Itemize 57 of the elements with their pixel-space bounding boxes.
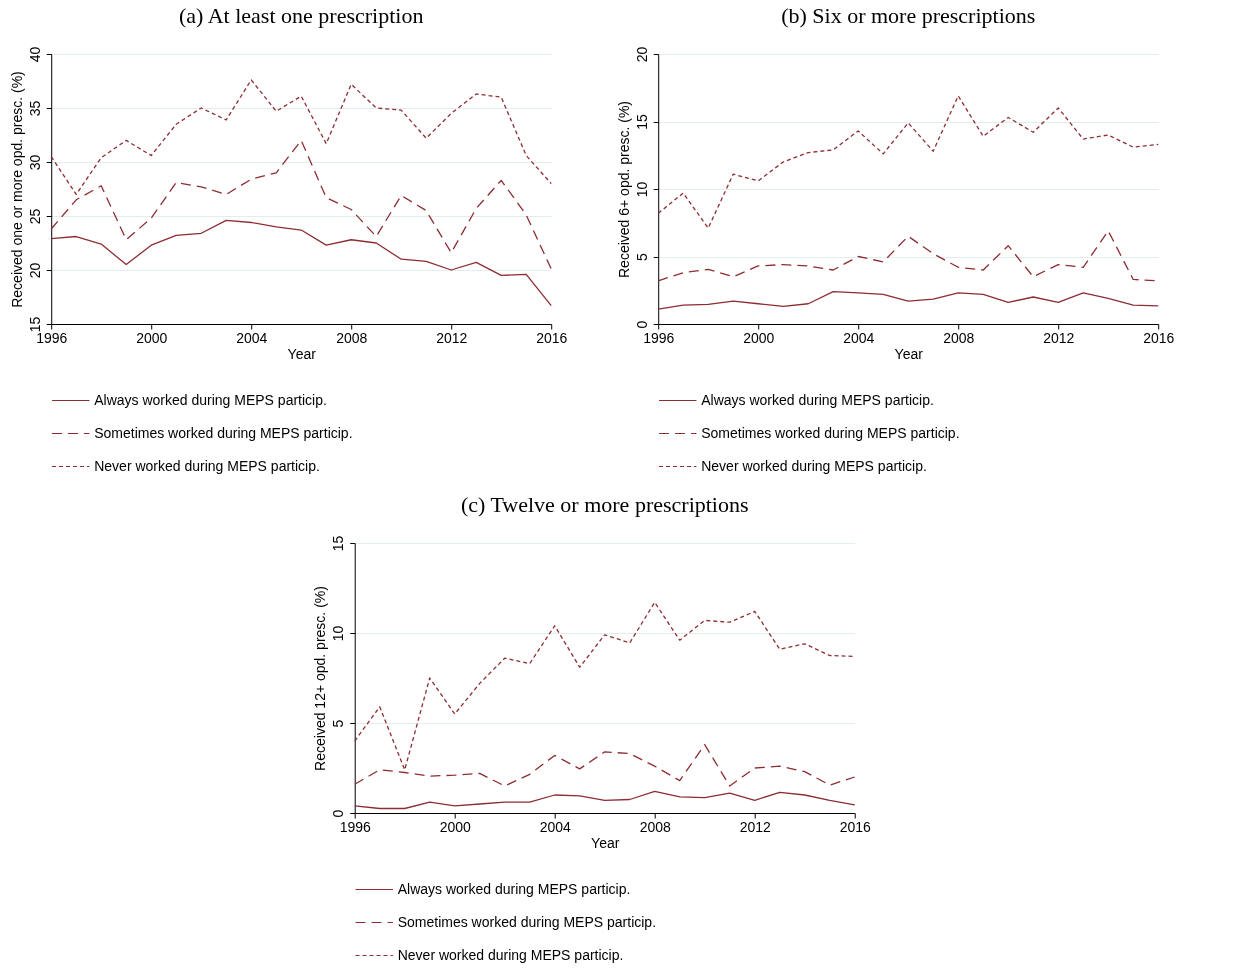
x-tick-label: 2004	[236, 329, 268, 346]
y-axis-title: Received 12+ opd. presc. (%)	[312, 586, 329, 771]
x-tick-label: 1996	[339, 818, 371, 835]
y-tick-label: 0	[633, 320, 650, 329]
chart-title: (c) Twelve or more prescriptions	[460, 492, 749, 518]
y-tick-label: 15	[633, 114, 650, 130]
legend-label: Sometimes worked during MEPS particip.	[397, 913, 657, 930]
x-tick-label: 2012	[436, 329, 468, 346]
line-series	[50, 139, 552, 270]
y-tick-label: 20	[633, 46, 650, 63]
x-tick-label: 2012	[1043, 329, 1075, 346]
legend-label: Never worked during MEPS particip.	[701, 457, 927, 474]
x-axis-title: Year	[591, 834, 620, 851]
y-tick-label: 5	[330, 719, 347, 728]
y-tick-label: 10	[330, 625, 347, 642]
y-tick-label: 5	[633, 252, 650, 261]
legend-label: Never worked during MEPS particip.	[397, 946, 624, 963]
y-axis-title: Received 6+ opd. presc. (%)	[615, 100, 632, 279]
y-tick-label: 20	[26, 262, 43, 279]
line-series	[354, 743, 856, 787]
legend-label: Sometimes worked during MEPS particip.	[94, 424, 353, 441]
line-series	[50, 79, 552, 196]
x-tick-label: 1996	[643, 329, 675, 346]
y-tick-label: 15	[330, 535, 347, 552]
y-tick-label: 30	[26, 154, 43, 171]
legend-label: Never worked during MEPS particip.	[94, 457, 320, 474]
y-tick-label: 35	[26, 100, 43, 117]
x-tick-label: 2012	[739, 818, 771, 835]
line-series	[657, 290, 1159, 310]
x-axis-title: Year	[894, 345, 924, 362]
x-tick-label: 2008	[639, 818, 671, 835]
x-tick-label: 2008	[943, 329, 975, 346]
line-series	[50, 219, 552, 307]
y-tick-label: 25	[26, 208, 43, 225]
x-tick-label: 2016	[536, 329, 568, 346]
y-tick-label: 40	[26, 46, 43, 63]
y-tick-label: 10	[633, 181, 650, 198]
legend-label: Always worked during MEPS particip.	[94, 391, 327, 408]
line-series	[657, 95, 1159, 229]
chart-title: (b) Six or more prescriptions	[781, 3, 1036, 29]
y-tick-label: 0	[330, 809, 347, 818]
y-axis-title: Received one or more opd. presc. (%)	[8, 71, 25, 308]
x-tick-label: 2000	[439, 818, 471, 835]
x-tick-label: 2000	[136, 329, 168, 346]
x-axis-title: Year	[287, 345, 317, 362]
line-series	[354, 601, 856, 771]
x-tick-label: 2008	[336, 329, 368, 346]
legend-label: Always worked during MEPS particip.	[397, 880, 631, 897]
line-series	[354, 790, 856, 810]
chart-title: (a) At least one prescription	[179, 3, 424, 29]
x-tick-label: 2016	[1143, 329, 1175, 346]
x-tick-label: 2016	[839, 818, 871, 835]
legend-label: Always worked during MEPS particip.	[701, 391, 934, 408]
x-tick-label: 2004	[539, 818, 571, 835]
legend-label: Sometimes worked during MEPS particip.	[701, 424, 960, 441]
x-tick-label: 2004	[843, 329, 875, 346]
x-tick-label: 2000	[743, 329, 775, 346]
